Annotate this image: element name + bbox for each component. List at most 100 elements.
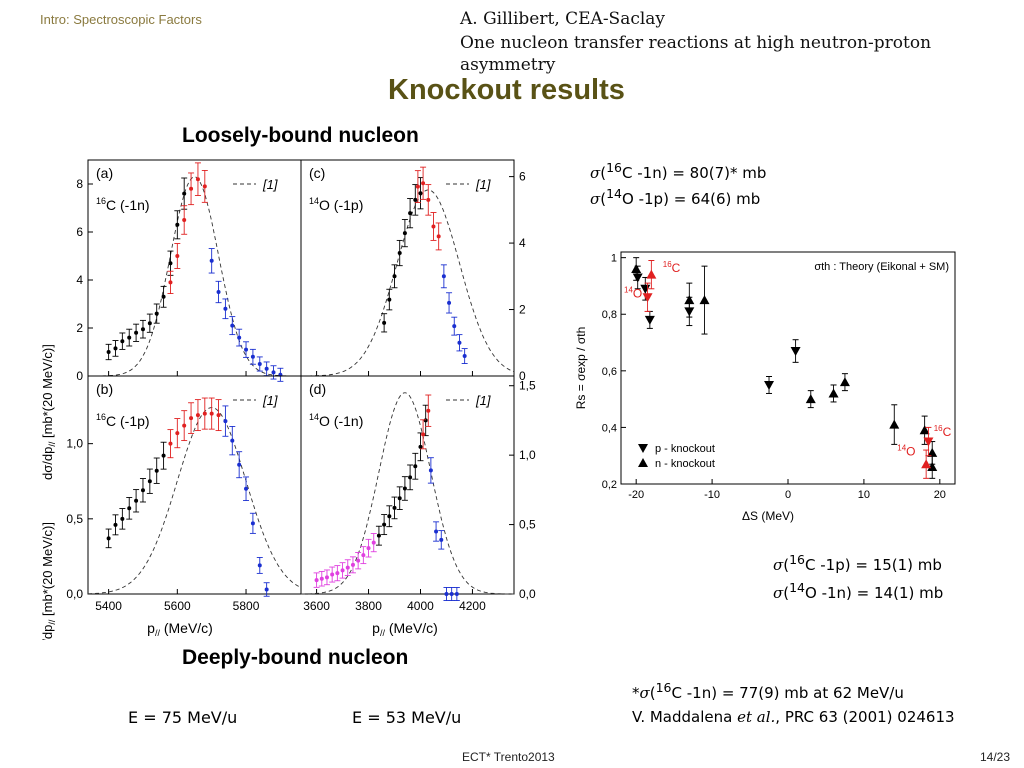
- rs-y-tick-label: 1: [611, 253, 617, 265]
- panel-reaction: 14O (-1n): [309, 412, 363, 429]
- energy-left: E = 75 MeV/u: [128, 708, 238, 727]
- data-point: [387, 514, 392, 519]
- reference-citation: V. Maddalena et al., PRC 63 (2001) 02461…: [632, 708, 955, 726]
- slide-title: Knockout results: [388, 74, 625, 106]
- data-point: [408, 475, 413, 480]
- data-point: [147, 479, 152, 484]
- data-point: [106, 350, 111, 354]
- data-point: [415, 184, 420, 189]
- data-point: [154, 311, 159, 316]
- rs-legend-marker-n: [638, 458, 648, 467]
- panel-label: (a): [96, 165, 113, 181]
- data-point: [257, 362, 262, 366]
- data-point: [161, 453, 166, 458]
- y-tick-label: 8: [76, 177, 83, 191]
- rs-legend-p: p - knockout: [655, 443, 715, 455]
- panel-frame: [87, 159, 302, 377]
- rs-point-highlight: [921, 459, 932, 469]
- data-point: [147, 321, 152, 326]
- data-point: [319, 576, 324, 581]
- data-point: [237, 462, 242, 467]
- rs-x-tick-label: 10: [858, 489, 870, 501]
- data-point: [421, 432, 426, 437]
- data-point: [175, 254, 180, 258]
- data-point: [423, 418, 428, 423]
- x-tick-label: 5400: [95, 599, 122, 613]
- data-point: [408, 211, 413, 216]
- data-point: [421, 181, 426, 186]
- data-point: [202, 184, 207, 189]
- data-point: [175, 431, 180, 436]
- data-point: [392, 505, 397, 510]
- rs-nucleus-label: 14O: [897, 444, 915, 459]
- y-tick-label: 1,0: [66, 437, 83, 451]
- cross-section-14o-1n: σ(14O -1n) = 14(1) mb: [773, 580, 944, 602]
- theory-curve: [301, 392, 514, 595]
- legend-reference: [1]: [475, 393, 491, 408]
- data-point: [371, 540, 376, 545]
- data-point: [392, 274, 397, 279]
- panel-c: 0 2 4 6 (c) 14O (-1p) [1]: [300, 159, 526, 383]
- data-point: [413, 464, 418, 469]
- x-tick-label: 3800: [355, 599, 382, 613]
- rs-x-tick-label: 20: [934, 489, 946, 501]
- data-point: [382, 522, 387, 527]
- data-point: [447, 300, 452, 305]
- rs-annotation: σth : Theory (Eikonal + SM): [814, 261, 949, 273]
- y-tick-label: 1,5: [519, 379, 536, 393]
- theory-curve: [88, 176, 301, 377]
- data-point: [324, 575, 329, 580]
- data-point: [182, 423, 187, 428]
- data-point: [237, 335, 242, 340]
- energy-right: E = 53 MeV/u: [352, 708, 462, 727]
- data-point: [439, 537, 444, 542]
- data-point: [106, 536, 111, 541]
- data-point: [175, 222, 180, 227]
- rs-point-p: [632, 273, 643, 283]
- rs-point-n: [805, 394, 816, 404]
- rs-point-n: [919, 425, 930, 435]
- data-point: [436, 234, 441, 239]
- data-point: [431, 224, 436, 229]
- rs-y-label: Rs = σexp / σth: [574, 327, 588, 410]
- rs-point-p: [644, 315, 655, 325]
- data-point: [189, 186, 194, 191]
- x-tick-label: 5800: [233, 599, 260, 613]
- data-point: [330, 572, 335, 577]
- data-point: [271, 370, 276, 375]
- data-point: [449, 592, 454, 596]
- panel-label: (d): [309, 381, 326, 397]
- data-point: [257, 563, 262, 568]
- data-point: [244, 486, 249, 491]
- data-point: [402, 231, 407, 236]
- panel-reaction: 16C (-1p): [96, 412, 150, 429]
- data-point: [264, 587, 269, 592]
- knockout-momentum-figure: 0 2 4 6 8 (a) 16C (-1n) [1] 0 2 4 6 (c) 14O (-1p) [1]…: [40, 159, 536, 640]
- data-point: [154, 468, 159, 473]
- data-point: [428, 468, 433, 473]
- y-tick-label: 0,5: [519, 518, 536, 532]
- data-point: [120, 339, 125, 344]
- data-point: [216, 413, 221, 418]
- panel-frame: [300, 375, 515, 595]
- y-tick-label: 0,0: [519, 587, 536, 601]
- x-tick-label: 4200: [459, 599, 486, 613]
- data-point: [168, 441, 173, 446]
- panel-reaction: 14O (-1p): [309, 196, 363, 213]
- footnote-equation: *σ(16C -1n) = 77(9) mb at 62 MeV/u: [632, 680, 904, 702]
- data-point: [223, 419, 228, 424]
- data-point: [361, 553, 366, 558]
- rs-point-p: [790, 347, 801, 357]
- rs-chart: 0,2 0,4 0,6 0,8 1 -20 -10 0 10 20 ΔS (MeV) Rs = σex…: [574, 251, 956, 523]
- panel-reaction: 16C (-1n): [96, 196, 150, 213]
- data-point: [182, 218, 187, 222]
- data-point: [250, 521, 255, 526]
- data-point: [182, 191, 187, 196]
- rs-point-p: [764, 380, 775, 390]
- data-point: [426, 197, 431, 202]
- data-point: [134, 498, 139, 503]
- data-point: [113, 522, 118, 527]
- rs-nucleus-label: 16C: [663, 260, 681, 275]
- data-point: [418, 444, 423, 449]
- rs-point-n: [828, 388, 839, 398]
